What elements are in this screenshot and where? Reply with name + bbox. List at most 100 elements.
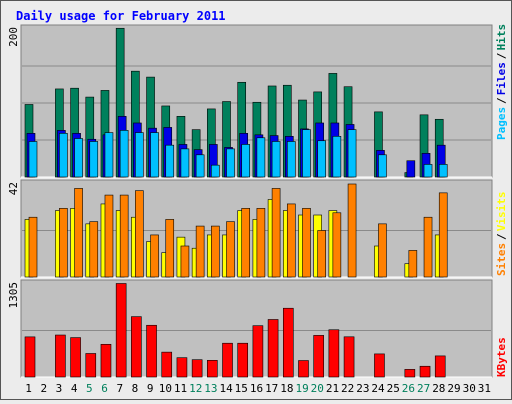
bar-sites bbox=[195, 225, 205, 278]
x-tick-label: 24 bbox=[371, 382, 385, 395]
bar-sites bbox=[104, 194, 114, 278]
x-tick-label: 6 bbox=[101, 382, 108, 395]
legend-hits: Hits bbox=[495, 24, 508, 51]
legend-separator: / bbox=[495, 233, 508, 240]
x-tick-label: 19 bbox=[295, 382, 308, 395]
bar-files bbox=[406, 160, 416, 178]
legend-separator: / bbox=[495, 97, 508, 104]
bar-sites bbox=[378, 223, 387, 278]
bar-sites bbox=[438, 192, 448, 278]
x-tick-label: 11 bbox=[174, 382, 187, 395]
bar-pages bbox=[332, 136, 342, 178]
panel-kbytes bbox=[20, 279, 493, 378]
bar-kbytes bbox=[282, 307, 294, 378]
x-tick-label: 10 bbox=[159, 382, 172, 395]
bar-sites bbox=[408, 250, 418, 278]
bar-kbytes bbox=[191, 359, 203, 378]
bar-kbytes bbox=[374, 353, 385, 378]
bar-pages bbox=[256, 137, 266, 178]
bar-sites bbox=[332, 212, 342, 278]
legend-visits: Visits bbox=[495, 191, 508, 231]
bar-kbytes bbox=[70, 337, 81, 378]
bar-pages bbox=[28, 141, 38, 178]
bar-pages bbox=[180, 148, 190, 178]
bar-sites bbox=[211, 225, 220, 278]
bar-sites bbox=[74, 188, 83, 278]
bar-sites bbox=[256, 208, 266, 278]
x-tick-label: 27 bbox=[417, 382, 430, 395]
x-tick-label: 29 bbox=[447, 382, 460, 395]
x-tick-label: 5 bbox=[86, 382, 93, 395]
x-tick-label: 28 bbox=[432, 382, 445, 395]
x-tick-label: 18 bbox=[280, 382, 293, 395]
bar-pages bbox=[226, 148, 235, 178]
bar-kbytes bbox=[298, 360, 309, 378]
x-tick-label: 16 bbox=[250, 382, 263, 395]
x-tick-label: 31 bbox=[478, 382, 491, 395]
bar-kbytes bbox=[85, 353, 97, 378]
bar-pages bbox=[347, 129, 357, 178]
x-tick-label: 7 bbox=[116, 382, 123, 395]
bar-kbytes bbox=[146, 324, 157, 378]
bar-kbytes bbox=[434, 355, 446, 378]
x-tick-label: 21 bbox=[326, 382, 339, 395]
legend-separator: / bbox=[495, 52, 508, 59]
bar-sites bbox=[28, 216, 38, 278]
bar-sites bbox=[286, 203, 296, 278]
bar-pages bbox=[423, 164, 433, 178]
bar-sites bbox=[89, 221, 99, 278]
y-max-label-kbytes: 1305 bbox=[7, 282, 20, 309]
x-tick-label: 17 bbox=[265, 382, 278, 395]
bar-sites bbox=[241, 208, 251, 278]
chart-title: Daily usage for February 2011 bbox=[16, 9, 226, 23]
bar-kbytes bbox=[222, 342, 233, 378]
bar-pages bbox=[135, 132, 144, 178]
bar-kbytes bbox=[252, 325, 264, 378]
bar-sites bbox=[226, 221, 235, 278]
bar-pages bbox=[378, 154, 387, 178]
bar-pages bbox=[241, 144, 251, 178]
bar-kbytes bbox=[161, 351, 173, 378]
legend-kbytes: KBytes bbox=[495, 337, 508, 377]
bar-pages bbox=[74, 138, 83, 178]
x-tick-label: 13 bbox=[204, 382, 217, 395]
x-tick-label: 14 bbox=[219, 382, 233, 395]
bar-kbytes bbox=[419, 365, 431, 378]
x-tick-label: 22 bbox=[341, 382, 354, 395]
bar-pages bbox=[195, 154, 205, 178]
bar-sites bbox=[59, 208, 68, 278]
legend-files: Files bbox=[495, 62, 508, 95]
bar-kbytes bbox=[55, 334, 66, 378]
bar-sites bbox=[423, 216, 433, 278]
x-tick-label: 9 bbox=[147, 382, 154, 395]
x-tick-label: 1 bbox=[25, 382, 32, 395]
bar-pages bbox=[317, 140, 326, 178]
bar-sites bbox=[180, 245, 190, 278]
bar-pages bbox=[59, 133, 68, 178]
x-tick-label: 30 bbox=[463, 382, 476, 395]
x-tick-label: 4 bbox=[71, 382, 78, 395]
legend-pages: Pages bbox=[495, 107, 508, 140]
bar-sites bbox=[271, 188, 281, 278]
bar-kbytes bbox=[24, 336, 36, 378]
bar-sites bbox=[135, 190, 144, 278]
bar-sites bbox=[119, 194, 129, 278]
bar-kbytes bbox=[328, 329, 340, 378]
bar-kbytes bbox=[237, 342, 249, 378]
x-tick-label: 15 bbox=[235, 382, 248, 395]
bar-pages bbox=[271, 141, 281, 178]
bar-sites bbox=[317, 230, 326, 278]
legend-hits-files-pages: Pages / Files / Hits bbox=[495, 24, 508, 140]
bar-kbytes bbox=[131, 316, 142, 378]
bar-kbytes bbox=[267, 319, 279, 378]
bar-kbytes bbox=[343, 336, 355, 378]
y-max-label-visits: 42 bbox=[7, 182, 20, 195]
x-tick-label: 3 bbox=[56, 382, 63, 395]
panel-hits-files-pages bbox=[20, 24, 493, 178]
legend-visits-sites: Sites / Visits bbox=[495, 191, 508, 276]
bar-kbytes bbox=[100, 343, 112, 378]
bar-sites bbox=[302, 208, 311, 278]
legend-kbytes-label: KBytes bbox=[495, 337, 508, 377]
x-tick-label: 12 bbox=[189, 382, 202, 395]
